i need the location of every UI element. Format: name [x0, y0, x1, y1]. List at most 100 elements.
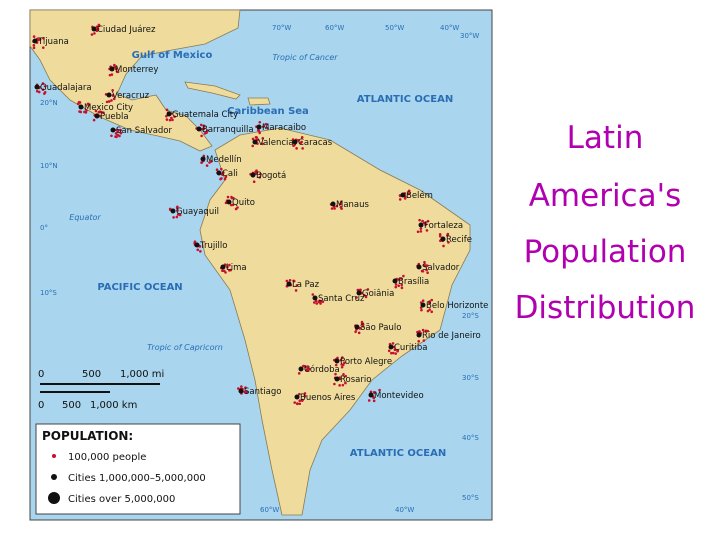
population-dot	[244, 386, 247, 390]
population-dot	[251, 137, 255, 141]
scale-label: 500	[62, 400, 81, 411]
population-dot	[339, 358, 343, 362]
city-label: Santa Cruz	[318, 294, 365, 304]
city-label: Bogotá	[256, 171, 286, 181]
population-dot	[43, 91, 47, 94]
city-label: Lima	[226, 263, 247, 273]
population-dot	[115, 135, 118, 139]
cuba	[184, 81, 241, 100]
graticule-label: 30°S	[462, 374, 479, 382]
population-dot	[257, 129, 261, 133]
population-dot	[228, 263, 231, 267]
population-dot	[223, 177, 227, 181]
city-marker	[440, 236, 446, 242]
population-dot	[393, 348, 397, 352]
graticule-label: 40°W	[395, 506, 414, 514]
city-marker	[256, 124, 262, 130]
population-dot	[339, 205, 343, 209]
population-dot	[178, 213, 182, 217]
population-dot	[32, 35, 36, 38]
population-dot	[226, 265, 229, 269]
population-dot	[258, 176, 262, 179]
population-dot	[372, 396, 376, 400]
city-label: Rosario	[340, 375, 371, 385]
population-dot	[41, 82, 45, 85]
city-label: Valencia	[258, 138, 294, 148]
population-dot	[229, 203, 233, 207]
population-dot	[428, 300, 431, 303]
population-dot	[344, 381, 347, 385]
population-dot	[333, 382, 336, 386]
population-dot	[79, 110, 83, 114]
population-dot	[231, 203, 235, 207]
city-label: Mexico City	[84, 103, 133, 113]
graticule-label: 20°S	[462, 312, 479, 320]
population-dot	[407, 192, 410, 196]
population-dot	[32, 43, 36, 47]
city-label: Monterrey	[115, 65, 158, 75]
city-label: Veracruz	[112, 91, 150, 101]
population-dot	[85, 109, 88, 112]
population-dot	[114, 132, 118, 135]
population-dot	[438, 234, 442, 238]
population-dot	[232, 196, 235, 200]
city-marker	[170, 208, 176, 214]
population-dot	[165, 114, 168, 118]
city-marker	[34, 84, 40, 90]
graticule-label: 40°S	[462, 434, 479, 442]
city-label: Guayaquil	[176, 207, 219, 217]
title-line: Distribution	[515, 290, 696, 326]
map-labels: Gulf of Mexico Caribbean Sea ATLANTIC OCEA…	[32, 24, 488, 514]
population-dot	[303, 392, 307, 395]
population-dot	[165, 108, 169, 112]
population-dot	[224, 175, 228, 179]
population-dot	[369, 390, 373, 394]
population-dot	[111, 94, 115, 97]
population-dot	[421, 299, 425, 302]
population-dot	[400, 286, 404, 290]
population-dot	[339, 200, 343, 204]
population-dot	[340, 365, 344, 369]
population-dot	[110, 134, 113, 138]
population-dot	[339, 202, 342, 206]
city-marker	[220, 264, 226, 270]
population-dot	[96, 28, 100, 32]
city-marker	[292, 139, 298, 145]
graticule-label: 30°W	[460, 32, 479, 40]
population-dot	[173, 115, 176, 118]
population-dot	[294, 289, 298, 292]
population-dot	[251, 144, 255, 148]
title-line: Latin	[567, 120, 644, 156]
legend-box	[35, 423, 241, 515]
city-marker	[196, 126, 202, 132]
population-dot	[372, 399, 376, 403]
population-dot	[364, 295, 368, 299]
population-dot	[93, 32, 96, 35]
population-dot	[394, 352, 397, 355]
city-marker	[252, 139, 258, 145]
legend: POPULATION: 100,000 people Cities 1,000,…	[35, 423, 241, 515]
population-dot	[168, 118, 172, 122]
population-dot	[362, 293, 366, 297]
population-dot	[205, 131, 208, 134]
population-dot	[300, 399, 304, 402]
population-dot	[170, 116, 173, 120]
population-dot	[224, 271, 227, 274]
city-label: Goiânia	[362, 289, 394, 299]
population-dot	[176, 209, 179, 212]
population-dot	[334, 372, 337, 376]
population-dot	[261, 125, 265, 129]
legend-symbol	[51, 474, 57, 480]
population-dot	[172, 216, 175, 219]
population-dot	[424, 264, 427, 268]
population-dot	[288, 278, 292, 282]
graticule-label: 50°W	[385, 24, 404, 32]
population-dot	[293, 401, 297, 404]
population-dot	[378, 388, 381, 392]
city-label: Fortaleza	[424, 221, 463, 231]
population-dot	[252, 180, 256, 184]
city-marker	[388, 344, 394, 350]
population-dot	[110, 73, 114, 76]
population-dot	[261, 142, 265, 146]
population-dot	[298, 392, 301, 396]
